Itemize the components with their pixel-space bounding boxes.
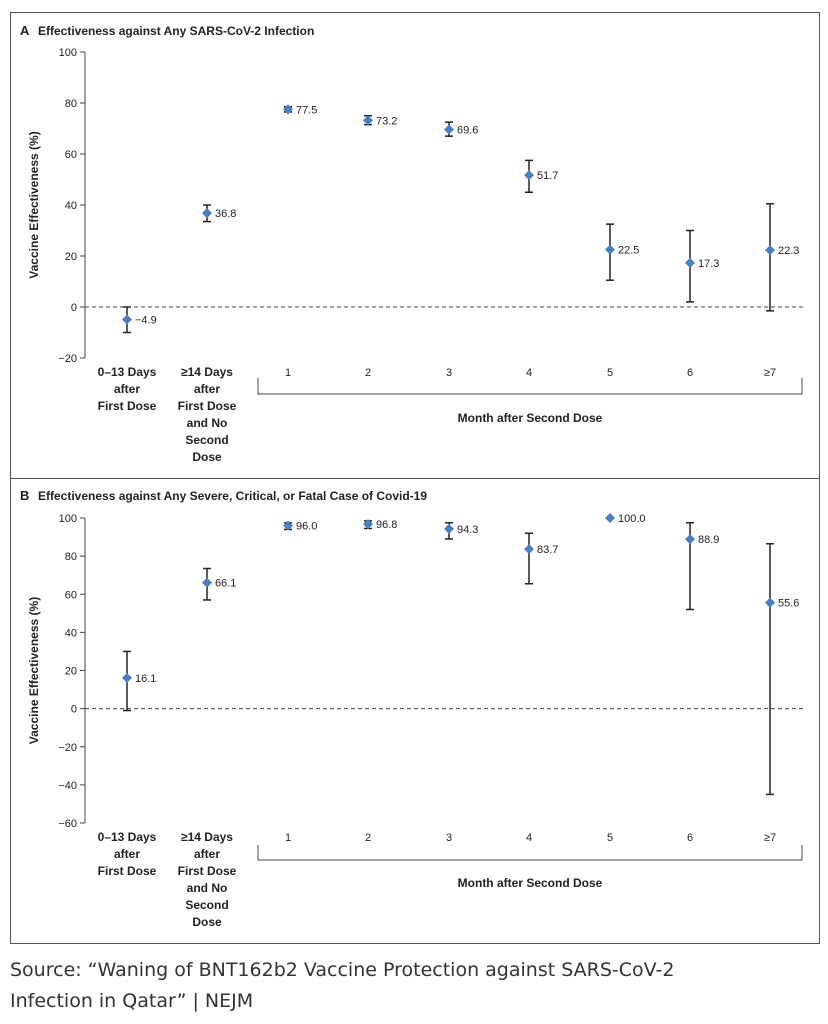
- panel-a-y-tick-label: 60: [65, 149, 77, 161]
- panel-b-category-label: First Dose: [178, 864, 237, 878]
- panel-b-data-point: [363, 519, 373, 530]
- panel-b-data-point: [444, 523, 454, 534]
- panel-a-y-tick-label: −20: [58, 353, 77, 365]
- panel-a-category-label: and No: [187, 416, 228, 430]
- panel-b-category-label: First Dose: [98, 864, 157, 878]
- panel-b-y-tick-label: 100: [59, 513, 77, 525]
- panel-a-data-point: [444, 124, 454, 135]
- panel-a-data-point: [685, 257, 695, 268]
- panel-b-data-point: [283, 520, 293, 531]
- caption-line-1: Source: “Waning of BNT162b2 Vaccine Prot…: [10, 959, 675, 981]
- panel-divider: [10, 478, 820, 479]
- panel-b-data-label: 83.7: [537, 544, 558, 556]
- panel-a-data-label: −4.9: [135, 314, 157, 326]
- panel-a-y-tick-label: 0: [71, 302, 77, 314]
- panel-b-y-tick-label: 0: [71, 704, 77, 716]
- panel-b-data-label: 94.3: [457, 524, 478, 536]
- panel-b-data-label: 100.0: [618, 513, 646, 525]
- panel-b-y-tick-label: 20: [65, 666, 77, 678]
- panel-b-category-label: and No: [187, 881, 228, 895]
- panel-a-letter: A: [20, 23, 30, 38]
- panel-a-data-label: 17.3: [698, 258, 719, 270]
- panel-b-data-point: [122, 672, 132, 683]
- panel-a-category-label: 2: [365, 367, 371, 379]
- panel-b-y-tick-label: 60: [65, 589, 77, 601]
- panel-b-data-label: 66.1: [215, 578, 236, 590]
- panel-a-category-label: First Dose: [178, 399, 237, 413]
- panel-a-data-point: [524, 170, 534, 181]
- panel-b-category-label: 6: [687, 832, 693, 844]
- panel-b-data-label: 96.8: [376, 519, 397, 531]
- panel-a-title: Effectiveness against Any SARS-CoV-2 Inf…: [38, 24, 314, 38]
- panel-a-category-label: First Dose: [98, 399, 157, 413]
- panel-b-category-label: 4: [526, 832, 532, 844]
- panel-b-y-tick-label: −40: [58, 780, 77, 792]
- source-caption: Source: “Waning of BNT162b2 Vaccine Prot…: [10, 955, 810, 1017]
- panel-a-category-label: 1: [285, 367, 291, 379]
- panel-b-data-point: [685, 534, 695, 545]
- panel-a-data-point: [605, 244, 615, 255]
- panel-a-data-point: [765, 245, 775, 256]
- panel-b-y-tick-label: −60: [58, 818, 77, 830]
- panel-a-category-label: 5: [607, 367, 613, 379]
- panel-b-category-label: ≥7: [764, 832, 776, 844]
- panel-b-month-bracket: [257, 845, 803, 861]
- panel-a-category-label: ≥7: [764, 367, 776, 379]
- panel-a-data-point: [202, 208, 212, 219]
- panel-a-data-point: [122, 314, 132, 325]
- panel-b-category-label: 3: [446, 832, 452, 844]
- panel-b-category-label: 1: [285, 832, 291, 844]
- panel-a-data-label: 51.7: [537, 170, 558, 182]
- panel-a-data-point: [363, 115, 373, 126]
- panel-a-category-label: after: [114, 382, 140, 396]
- panel-a-y-axis-label: Vaccine Effectiveness (%): [27, 131, 41, 278]
- panel-b-data-point: [605, 513, 615, 523]
- panel-b-title: Effectiveness against Any Severe, Critic…: [38, 489, 427, 503]
- panel-b-data-label: 55.6: [778, 598, 799, 610]
- panel-a-data-label: 77.5: [296, 104, 317, 116]
- chart-svg: A Effectiveness against Any SARS-CoV-2 In…: [20, 23, 803, 929]
- panel-a-data-label: 73.2: [376, 115, 397, 127]
- panel-b-category-label: 5: [607, 832, 613, 844]
- panel-b-data-point: [524, 544, 534, 555]
- panel-b-x-axis-label: Month after Second Dose: [458, 876, 603, 890]
- panel-b-y-tick-label: −20: [58, 742, 77, 754]
- panel-a-category-label: after: [194, 382, 220, 396]
- panel-a-y-tick-label: 100: [59, 47, 77, 59]
- panel-b-category-label: after: [194, 847, 220, 861]
- panel-b-category-label: Dose: [192, 915, 222, 929]
- panel-b-category-label: 2: [365, 832, 371, 844]
- panel-a-category-label: Dose: [192, 450, 222, 464]
- panel-a-data-label: 22.3: [778, 245, 799, 257]
- panel-b-data-point: [765, 597, 775, 608]
- panel-b-data-point: [202, 577, 212, 588]
- panel-a-x-axis-label: Month after Second Dose: [458, 411, 603, 425]
- panel-a-month-bracket: [257, 378, 803, 395]
- panel-b-y-tick-label: 40: [65, 627, 77, 639]
- panel-a-y-tick-label: 80: [65, 98, 77, 110]
- panel-b-letter: B: [20, 488, 29, 503]
- panel-b-category-label: Second: [185, 898, 228, 912]
- panel-a-category-label: Second: [185, 433, 228, 447]
- panel-a-category-label: 3: [446, 367, 452, 379]
- panel-a-category-label: 4: [526, 367, 532, 379]
- panel-b-data-label: 88.9: [698, 534, 719, 546]
- panel-b-data-label: 16.1: [135, 673, 156, 685]
- panel-a-category-label: ≥14 Days: [181, 365, 233, 379]
- panel-a-data-label: 69.6: [457, 125, 478, 137]
- panel-a-y-tick-label: 40: [65, 200, 77, 212]
- panel-b-y-axis-label: Vaccine Effectiveness (%): [27, 597, 41, 744]
- panel-a-y-tick-label: 20: [65, 251, 77, 263]
- panel-b-category-label: after: [114, 847, 140, 861]
- panel-a-data-label: 22.5: [618, 245, 639, 257]
- panel-b-category-label: ≥14 Days: [181, 830, 233, 844]
- panel-a-category-label: 0–13 Days: [98, 365, 157, 379]
- panel-b-data-label: 96.0: [296, 521, 317, 533]
- panel-a-data-point: [283, 104, 293, 115]
- panel-a-category-label: 6: [687, 367, 693, 379]
- panel-b-y-tick-label: 80: [65, 551, 77, 563]
- panel-a-data-label: 36.8: [215, 208, 236, 220]
- caption-line-2: Infection in Qatar” | NEJM: [10, 990, 254, 1012]
- panel-b-category-label: 0–13 Days: [98, 830, 157, 844]
